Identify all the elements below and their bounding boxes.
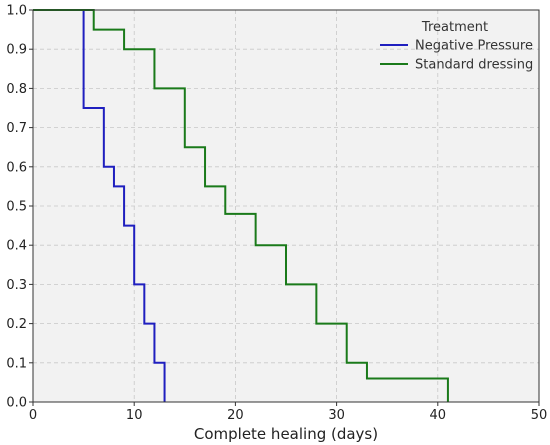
y-tick-label: 0.3 [6, 278, 27, 293]
y-tick-label: 0.8 [6, 82, 27, 97]
legend-title: Treatment [421, 20, 488, 35]
legend-entry-label: Standard dressing [415, 58, 533, 73]
legend: Treatment Negative Pressure Standard dres… [380, 20, 533, 73]
legend-entry-label: Negative Pressure [415, 39, 533, 54]
y-tick-label: 0.7 [6, 121, 27, 136]
x-tick-label: 20 [227, 408, 244, 423]
grid [33, 10, 539, 402]
x-axis-label: Complete healing (days) [194, 425, 378, 443]
series-layer [33, 9, 449, 402]
x-tick-label: 40 [430, 408, 447, 423]
y-tick-label: 0.6 [6, 160, 27, 175]
x-tick-label: 10 [126, 408, 143, 423]
y-tick-label: 0.5 [6, 200, 27, 215]
x-tick-label: 0 [29, 408, 37, 423]
y-tick-label: 0.4 [6, 239, 27, 254]
series-line-negative-pressure [33, 9, 166, 402]
y-tick-label: 0.9 [6, 43, 27, 58]
y-tick-label: 0.2 [6, 317, 27, 332]
y-tick-label: 1.0 [6, 4, 27, 19]
x-tick-label: 30 [328, 408, 345, 423]
axis-ticks: 0 10 20 30 40 50 0.0 0.1 0.2 0.3 0.4 0.5 0.6 0.7 0.8 0.… [6, 4, 547, 424]
y-tick-label: 0.0 [6, 396, 27, 411]
x-tick-label: 50 [531, 408, 548, 423]
series-line-standard-dressing [33, 9, 449, 402]
y-tick-label: 0.1 [6, 356, 27, 371]
